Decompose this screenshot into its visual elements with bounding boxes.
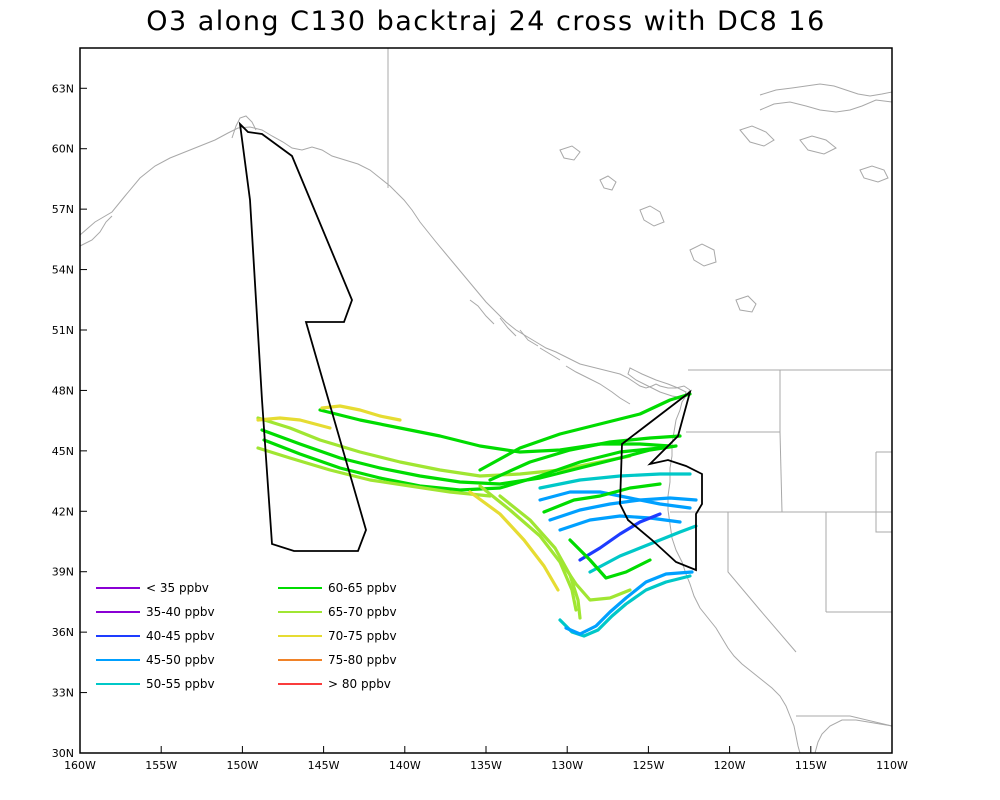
baja-gulf-coast [814,719,893,754]
lon-tick-label: 110W [876,759,908,772]
trajectory-path [538,490,692,510]
flight-tracks [238,121,703,572]
legend-label: 45-50 ppbv [146,653,215,667]
trajectory-path [558,514,682,532]
trajectory-path [548,496,698,522]
map-title: O3 along C130 backtraj 24 cross with DC8… [146,6,826,37]
trajectory-path [256,416,332,430]
hudson-bay-coast [759,83,893,113]
legend-label: 35-40 ppbv [146,605,215,619]
trajectory-path [538,472,692,490]
trajectory-path [260,428,678,486]
nevada-california-border [727,512,797,653]
longitude-axis: 160W 155W 150W 145W 140W 135W 130W 125W 120W 115W… [64,746,908,772]
lat-tick-label: 39N [52,566,74,579]
vancouver-island [627,367,687,399]
alaska-coastline [79,126,397,236]
lat-tick-label: 54N [52,264,74,277]
panhandle-coast [395,191,691,391]
lat-tick-label: 60N [52,143,74,156]
legend: < 35 ppbv 35-40 ppbv 40-45 ppbv 45-50 ppbv 5… [96,581,397,691]
trajectory-path [478,484,578,612]
canada-lakes [559,145,757,313]
political-borders [387,48,893,727]
lon-tick-label: 115W [795,759,827,772]
cook-inlet-coast [231,115,257,139]
trajectory-path [558,558,632,602]
trajectory-path [542,482,662,514]
trajectory-path [578,512,662,562]
trajectory-path [262,438,662,492]
lat-tick-label: 36N [52,626,74,639]
latitude-axis: 30N 33N 36N 39N 42N 45N 48N 51N 54N 57N 60N 63N [52,82,87,760]
lon-tick-label: 160W [64,759,96,772]
legend-label: 70-75 ppbv [328,629,397,643]
lat-tick-label: 33N [52,687,74,700]
lon-tick-label: 130W [551,759,583,772]
legend-label: 40-45 ppbv [146,629,215,643]
lon-tick-label: 120W [714,759,746,772]
lat-tick-label: 51N [52,324,74,337]
legend-label: > 80 ppbv [328,677,391,691]
lon-tick-label: 135W [470,759,502,772]
trajectory-path [488,434,682,482]
trajectory-path [568,538,652,580]
montana-border [875,451,892,533]
legend-column-right: 60-65 ppbv 65-70 ppbv 70-75 ppbv 75-80 ppbv… [278,581,397,691]
lat-tick-label: 63N [52,82,74,95]
legend-column-left: < 35 ppbv 35-40 ppbv 40-45 ppbv 45-50 ppbv 5… [96,581,215,691]
trajectory-path [256,446,492,498]
lon-tick-label: 155W [145,759,177,772]
idaho-border [779,431,783,513]
arctic-lakes [739,125,889,183]
map-area: < 35 ppbv 35-40 ppbv 40-45 ppbv 45-50 ppbv 5… [52,47,908,772]
lon-tick-label: 145W [308,759,340,772]
trajectory-path [320,404,402,422]
alaska-peninsula-coast [79,215,113,247]
trajectory-path [478,392,692,472]
dc8-flight-track-north [238,121,367,552]
lon-tick-label: 150W [226,759,258,772]
lon-tick-label: 125W [632,759,664,772]
trajectory-path [564,570,694,636]
trajectory-path [588,524,698,574]
legend-label: 50-55 ppbv [146,677,215,691]
trajectory-bundle [256,392,698,638]
lon-tick-label: 140W [389,759,421,772]
trajectory-path [256,416,632,478]
legend-label: 75-80 ppbv [328,653,397,667]
c130-flight-track-coast [619,389,703,572]
lat-tick-label: 45N [52,445,74,458]
legend-label: < 35 ppbv [146,581,209,595]
trajectory-path [318,408,672,454]
lat-tick-label: 57N [52,203,74,216]
lat-tick-label: 30N [52,747,74,760]
lat-tick-label: 42N [52,505,74,518]
legend-label: 65-70 ppbv [328,605,397,619]
legend-label: 60-65 ppbv [328,581,397,595]
lat-tick-label: 48N [52,384,74,397]
coastlines [79,83,893,754]
map-frame [80,48,892,753]
mexico-border [796,715,893,727]
washington-oregon-border [686,370,781,433]
panhandle-islands [469,299,631,405]
trajectory-path [468,490,560,592]
